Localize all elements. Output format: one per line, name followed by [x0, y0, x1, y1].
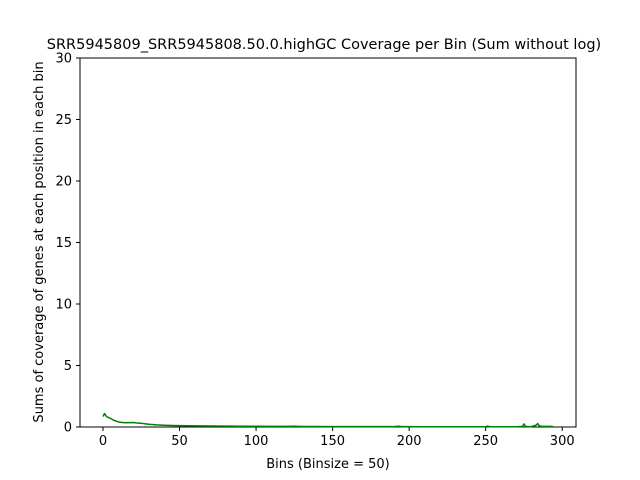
y-tick-label: 10 [55, 298, 72, 313]
x-axis: 0 50 100 150 200 250 300 [99, 427, 575, 449]
x-tick-label: 300 [550, 434, 575, 449]
y-tick-label: 5 [64, 359, 72, 374]
y-tick-label: 30 [55, 52, 72, 67]
x-tick-label: 50 [171, 434, 188, 449]
y-tick-label: 0 [64, 421, 72, 436]
x-tick-label: 0 [99, 434, 107, 449]
x-axis-label: Bins (Binsize = 50) [266, 457, 390, 472]
y-tick-label: 15 [55, 236, 72, 251]
y-tick-label: 25 [55, 113, 72, 128]
series-line [102, 412, 554, 428]
x-tick-label: 200 [397, 434, 422, 449]
y-tick-label: 20 [55, 175, 72, 190]
plot-frame [79, 57, 577, 428]
x-tick-label: 250 [473, 434, 498, 449]
chart-title: SRR5945809_SRR5945808.50.0.highGC Covera… [47, 37, 601, 53]
y-axis: 0 5 10 15 20 25 30 [55, 52, 80, 436]
y-axis-label: Sums of coverage of genes at each positi… [32, 61, 47, 422]
x-tick-label: 100 [244, 434, 269, 449]
x-tick-label: 150 [320, 434, 345, 449]
